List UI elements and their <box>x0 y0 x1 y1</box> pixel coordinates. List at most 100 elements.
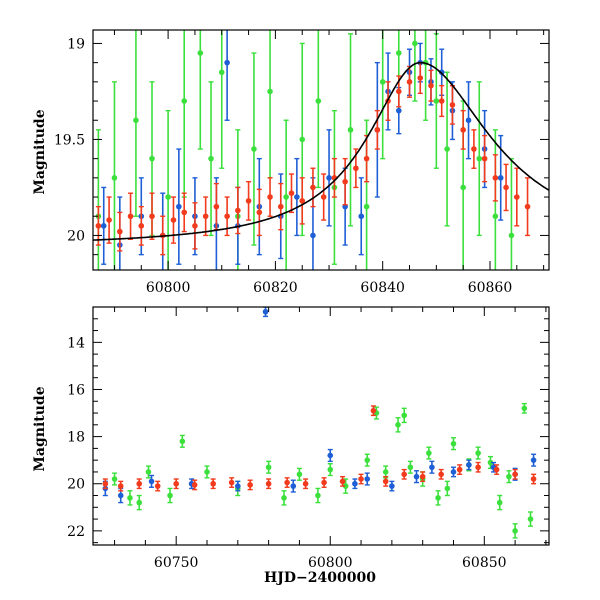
red-point <box>320 194 327 200</box>
red-point <box>395 88 402 95</box>
green-point <box>136 499 143 506</box>
red-point <box>503 184 509 191</box>
green-point <box>444 146 450 152</box>
red-point <box>173 480 179 487</box>
red-point <box>460 127 466 133</box>
green-point <box>208 155 214 162</box>
red-point <box>524 203 531 210</box>
y-tick-label: 20 <box>67 228 85 244</box>
plot-area <box>93 30 549 270</box>
red-point <box>117 228 123 235</box>
red-point <box>235 207 241 214</box>
x-tick-label: 60820 <box>253 280 298 296</box>
blue-point <box>395 107 402 114</box>
green-point <box>167 492 173 499</box>
green-series <box>111 402 534 539</box>
x-axis: 60750 60800 60850 <box>114 307 547 571</box>
red-point <box>288 190 295 196</box>
red-point <box>471 146 477 152</box>
red-point <box>358 476 364 482</box>
blue-point <box>429 464 435 471</box>
green-point <box>283 194 289 200</box>
red-point <box>382 478 389 485</box>
blue-point <box>310 232 316 239</box>
y-axis: 19 19.5 20 <box>54 36 549 256</box>
blue-point <box>352 480 358 487</box>
red-point <box>449 102 456 108</box>
green-series <box>95 30 515 270</box>
plot-frame <box>92 306 550 546</box>
green-point <box>401 412 407 419</box>
blue-point <box>148 478 155 485</box>
x-tick-label: 60750 <box>154 555 199 571</box>
red-point <box>284 479 290 486</box>
blue-point <box>290 483 297 489</box>
red-point <box>102 480 109 487</box>
green-point <box>496 499 503 506</box>
green-point <box>181 98 187 104</box>
green-point <box>412 40 418 47</box>
red-point <box>481 155 488 162</box>
red-point <box>210 480 216 487</box>
green-point <box>476 155 483 162</box>
plot-area <box>102 307 537 539</box>
green-point <box>407 464 414 471</box>
red-series <box>102 405 537 492</box>
red-point <box>419 473 426 480</box>
green-point <box>444 485 451 492</box>
red-point <box>456 466 463 473</box>
green-point <box>460 184 466 191</box>
red-point <box>247 482 253 488</box>
bottom-xlabel: HJD−2400000 <box>264 570 376 586</box>
red-point <box>492 175 499 181</box>
blue-point <box>413 473 420 480</box>
y-tick-label: 19.5 <box>54 132 85 148</box>
model-curve <box>93 61 549 241</box>
blue-point <box>450 469 457 475</box>
blue-point <box>465 117 472 124</box>
green-point <box>508 232 515 239</box>
blue-point <box>327 452 334 459</box>
red-point <box>475 464 481 471</box>
red-point <box>202 213 209 220</box>
blue-series <box>102 307 537 504</box>
red-point <box>353 165 359 172</box>
green-point <box>433 98 440 104</box>
red-point <box>342 178 348 185</box>
red-point <box>302 480 309 487</box>
green-point <box>395 50 402 56</box>
green-point <box>379 79 386 85</box>
green-point <box>145 469 152 475</box>
bottom-ylabel: Magnitude <box>32 386 48 471</box>
green-point <box>251 146 257 152</box>
green-point <box>267 88 273 95</box>
green-point <box>347 127 354 133</box>
green-point <box>315 492 321 499</box>
red-point <box>428 82 434 89</box>
red-point <box>245 198 252 204</box>
y-tick-label: 19 <box>67 36 85 52</box>
red-point <box>512 471 518 478</box>
y-tick-label: 16 <box>67 382 85 398</box>
green-point <box>395 422 401 428</box>
green-point <box>327 466 334 473</box>
green-point <box>133 117 139 124</box>
y-axis: 14 16 18 20 22 <box>67 306 549 544</box>
green-point <box>521 405 528 412</box>
red-point <box>138 223 145 229</box>
green-point <box>426 450 432 456</box>
red-point <box>514 194 520 200</box>
red-point <box>224 213 230 220</box>
red-point <box>370 407 377 414</box>
green-point <box>506 473 512 480</box>
green-point <box>281 495 287 501</box>
blue-point <box>438 69 445 76</box>
green-point <box>382 469 389 475</box>
red-point <box>265 480 272 487</box>
red-point <box>438 471 444 478</box>
blue-point <box>364 476 371 482</box>
green-point <box>165 194 171 200</box>
green-point <box>127 495 133 501</box>
blue-point <box>530 457 537 463</box>
green-point <box>364 457 371 463</box>
